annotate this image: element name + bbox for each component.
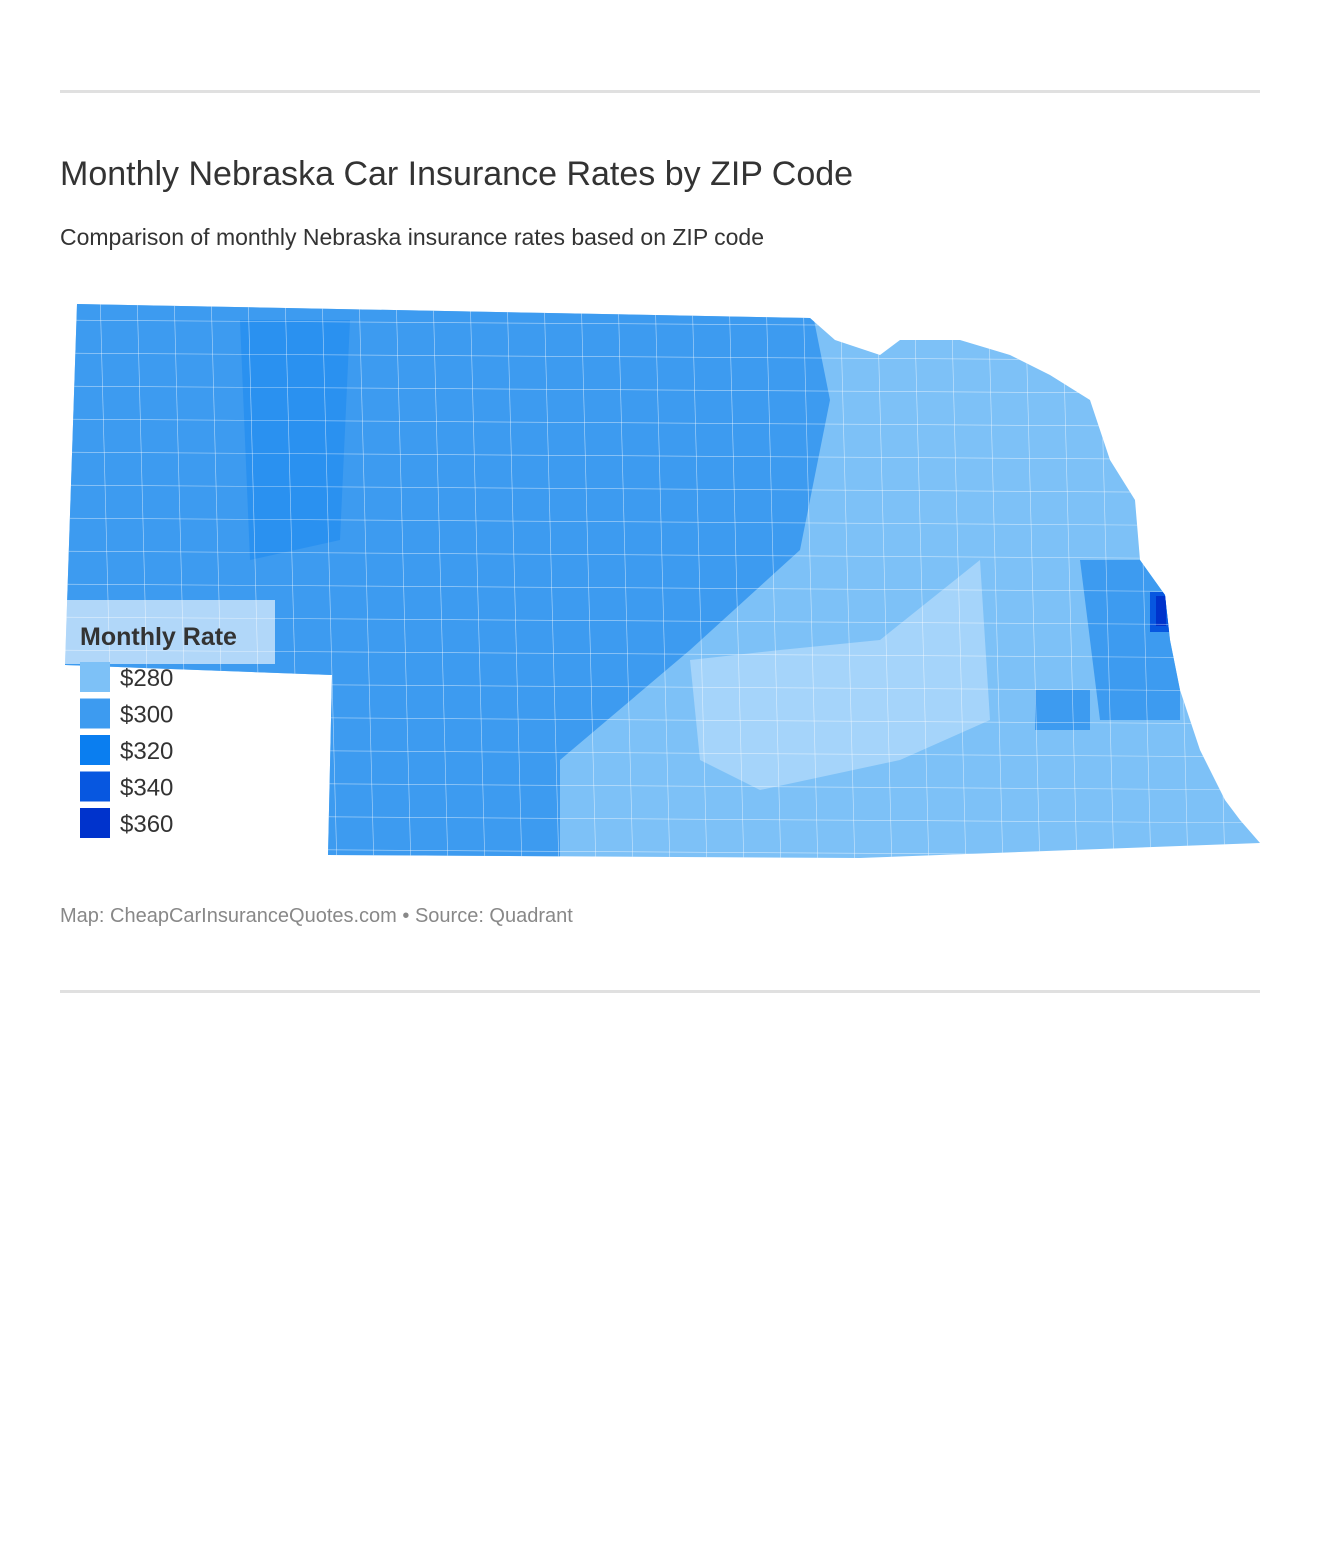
legend-background xyxy=(60,600,275,664)
legend-swatch xyxy=(80,771,110,802)
zip-border xyxy=(802,304,819,858)
legend-swatch xyxy=(80,735,110,765)
zip-border xyxy=(691,304,708,858)
top-rule xyxy=(60,90,1260,93)
zip-border xyxy=(617,304,634,858)
zip-border xyxy=(913,304,930,858)
bottom-rule xyxy=(60,990,1260,993)
legend-label: $360 xyxy=(120,811,173,838)
zip-border xyxy=(765,304,782,858)
zip-border xyxy=(580,304,597,858)
zip-border xyxy=(395,304,412,858)
zip-border xyxy=(65,550,1260,560)
title: Monthly Nebraska Car Insurance Rates by … xyxy=(60,155,854,193)
legend-title: Monthly Rate xyxy=(80,623,237,651)
legend-label: $280 xyxy=(120,665,173,692)
region-omaha-core xyxy=(1156,596,1166,626)
zip-border xyxy=(65,385,1260,395)
region-lincoln xyxy=(1035,690,1090,730)
zip-border xyxy=(1246,304,1260,858)
map: Monthly Rate $280 $300 $320 $340 $360 xyxy=(60,304,1260,858)
zip-border xyxy=(950,304,967,858)
zip-border xyxy=(1024,304,1041,858)
zip-border xyxy=(65,484,1260,494)
zip-border xyxy=(654,304,671,858)
legend-label: $340 xyxy=(120,775,173,802)
zip-border xyxy=(987,304,1004,858)
state-regions xyxy=(65,304,1260,858)
zip-border xyxy=(321,304,338,858)
region-northwest xyxy=(240,320,350,560)
zip-border xyxy=(65,418,1260,428)
zip-border xyxy=(728,304,745,858)
zip-border xyxy=(506,304,523,858)
legend-swatch xyxy=(80,662,110,692)
source: Map: CheapCarInsuranceQuotes.com • Sourc… xyxy=(60,905,573,927)
zip-border xyxy=(65,451,1260,461)
zip-border xyxy=(839,304,856,858)
legend-swatch xyxy=(80,698,110,729)
legend-label: $300 xyxy=(120,702,173,729)
zip-border xyxy=(65,583,1260,593)
zip-border xyxy=(469,304,486,858)
zip-border xyxy=(432,304,449,858)
zip-border xyxy=(1061,304,1078,858)
subtitle: Comparison of monthly Nebraska insurance… xyxy=(60,224,765,250)
region-central-light xyxy=(690,560,990,790)
zip-border xyxy=(358,304,375,858)
legend-label: $320 xyxy=(120,738,173,765)
zip-border xyxy=(876,304,893,858)
legend: Monthly Rate $280 $300 $320 $340 $360 xyxy=(60,600,275,838)
zip-border xyxy=(65,517,1260,527)
legend-swatch xyxy=(80,808,110,838)
zip-border xyxy=(543,304,560,858)
